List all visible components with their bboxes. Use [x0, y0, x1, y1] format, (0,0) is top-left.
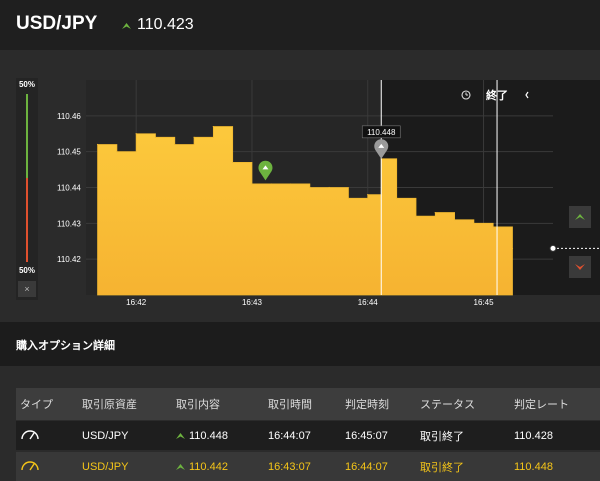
- up-arrow-icon: [176, 433, 185, 439]
- header-bar: USD/JPY 110.423: [0, 0, 600, 50]
- header-type: タイプ: [20, 399, 53, 411]
- data-point: [328, 186, 330, 189]
- marker-arrow-icon: [262, 165, 269, 170]
- data-point: [96, 143, 99, 146]
- data-point: [473, 222, 475, 224]
- data-point: [251, 183, 253, 185]
- buy-low-button[interactable]: [569, 256, 591, 278]
- marker-label: 110.448: [367, 128, 396, 137]
- chart-area: 110.46 110.45 110.44 110.43 110.42 16:42 16:43…: [0, 50, 600, 322]
- trade-marker-entry-icon: [374, 139, 389, 159]
- x-tick-label: 16:45: [474, 298, 495, 307]
- gauge-up-bar: [26, 94, 28, 178]
- data-point: [270, 183, 272, 185]
- clock-icon: [461, 90, 471, 100]
- gauge-down-bar: [26, 178, 28, 262]
- header-asset: 取引原資産: [82, 399, 137, 411]
- section-header: 購入オプション詳細: [0, 322, 600, 366]
- data-point: [232, 161, 234, 164]
- content-cell: 110.448: [176, 430, 268, 442]
- gauge-icon: [21, 430, 39, 440]
- header-status: ステータス: [420, 399, 475, 411]
- y-tick-label: 110.43: [57, 219, 81, 228]
- data-point: [174, 143, 176, 146]
- table-row[interactable]: USD/JPY 110.442 16:43:07 16:44:07 取引終了 1…: [16, 452, 600, 481]
- y-tick-label: 110.46: [57, 112, 81, 121]
- current-quote: 110.423: [122, 16, 194, 34]
- x-tick-label: 16:44: [358, 298, 379, 307]
- up-arrow-icon: [122, 22, 131, 29]
- table-header: タイプ 取引原資産 取引内容 取引時間 判定時刻 ステータス 判定レート: [16, 388, 600, 420]
- header-trade-time: 取引時間: [268, 399, 312, 411]
- trade-time-cell: 16:44:07: [268, 429, 311, 442]
- data-point: [415, 215, 417, 217]
- section-title: 購入オプション詳細: [16, 340, 115, 352]
- header-judge-time: 判定時刻: [345, 399, 389, 411]
- gauge-top-label: 50%: [18, 80, 35, 89]
- marker-label-box: [361, 125, 401, 139]
- options-table: タイプ 取引原資産 取引内容 取引時間 判定時刻 ステータス 判定レート USD…: [16, 388, 600, 481]
- data-point: [434, 211, 436, 214]
- status-cell: 取引終了: [420, 430, 464, 443]
- data-point: [154, 136, 157, 138]
- y-tick-label: 110.45: [57, 148, 81, 157]
- header-rate: 判定レート: [514, 399, 569, 411]
- rate-cell: 110.448: [514, 460, 553, 473]
- expiry-label: 終了: [486, 88, 508, 102]
- high-arrow-icon: [575, 214, 585, 220]
- gauge-icon: [21, 461, 39, 471]
- judge-time-cell: 16:44:07: [345, 460, 388, 473]
- x-tick-label: 16:42: [126, 298, 147, 307]
- data-point: [135, 133, 137, 135]
- gauge-bottom-label: 50%: [18, 266, 35, 275]
- table-row[interactable]: USD/JPY 110.448 16:44:07 16:45:07 取引終了 1…: [16, 421, 600, 450]
- up-arrow-icon: [176, 464, 185, 470]
- x-tick-label: 16:43: [242, 298, 263, 307]
- chevron-left-icon: [525, 91, 529, 99]
- low-arrow-icon: [575, 264, 585, 270]
- trade-time-cell: 16:43:07: [268, 460, 311, 473]
- data-point: [347, 197, 350, 199]
- type-cell: [16, 427, 82, 444]
- marker-arrow-icon: [378, 143, 385, 148]
- type-cell: [16, 458, 82, 475]
- data-point: [212, 125, 214, 128]
- price-chart: 110.46 110.45 110.44 110.43 110.42 16:42 16:43…: [57, 80, 600, 307]
- currency-pair-title: USD/JPY: [16, 13, 98, 34]
- sentiment-gauge: 50% 50% ×: [16, 78, 38, 300]
- asset-cell: USD/JPY: [82, 429, 129, 442]
- data-point: [511, 247, 514, 250]
- data-point: [396, 197, 398, 199]
- status-cell: 取引終了: [420, 461, 464, 474]
- buy-high-button[interactable]: [569, 206, 591, 228]
- y-tick-label: 110.44: [57, 184, 81, 193]
- asset-cell: USD/JPY: [82, 460, 129, 473]
- data-point: [453, 219, 456, 221]
- judge-time-cell: 16:45:07: [345, 429, 388, 442]
- data-point: [309, 186, 311, 189]
- trade-marker-up-icon: [258, 160, 273, 181]
- data-point: [289, 183, 292, 185]
- quote-value: 110.423: [137, 16, 194, 33]
- data-point: [116, 151, 118, 153]
- data-point: [492, 226, 494, 228]
- y-tick-label: 110.42: [57, 255, 81, 264]
- current-price-dot: [549, 244, 557, 252]
- rate-cell: 110.428: [514, 429, 553, 442]
- content-value: 110.448: [189, 429, 228, 442]
- data-point: [367, 194, 369, 196]
- content-value: 110.442: [189, 460, 228, 473]
- data-point: [193, 136, 195, 138]
- header-content: 取引内容: [176, 399, 220, 411]
- content-cell: 110.442: [176, 461, 268, 473]
- close-icon[interactable]: ×: [18, 281, 36, 297]
